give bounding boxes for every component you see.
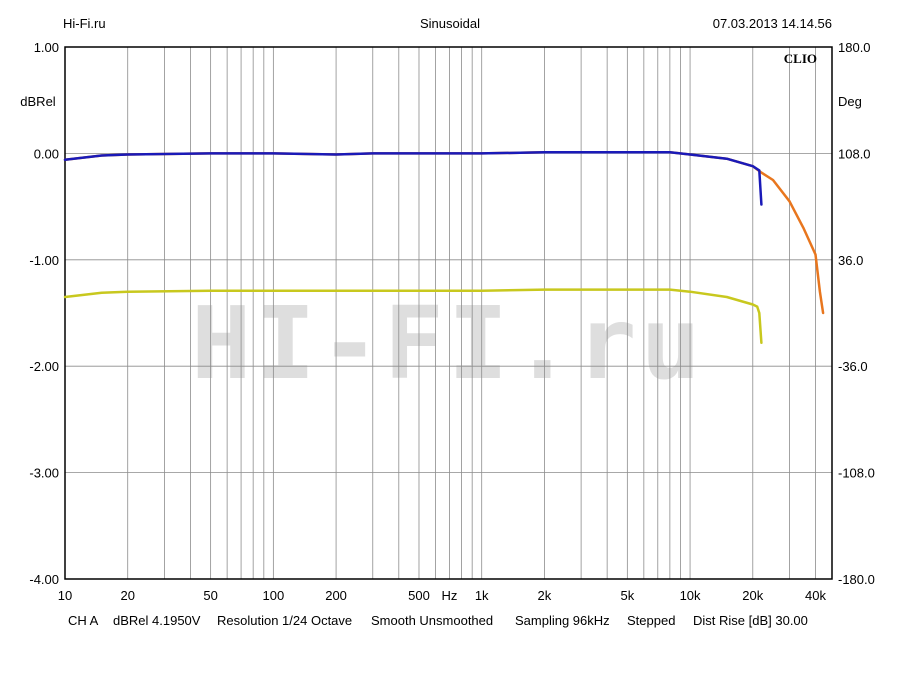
x-tick-label: 20k: [742, 588, 763, 603]
x-tick-label: 1k: [475, 588, 489, 603]
footer-resolution: Resolution 1/24 Octave: [217, 613, 352, 628]
y2-tick-label: 36.0: [838, 253, 863, 268]
x-tick-label: 20: [120, 588, 134, 603]
y2-tick-label: 108.0: [838, 146, 871, 161]
footer-level: dBRel 4.1950V: [113, 613, 201, 628]
y2-tick-label: -36.0: [838, 359, 868, 374]
footer-sampling: Sampling 96kHz: [515, 613, 610, 628]
header-timestamp: 07.03.2013 14.14.56: [713, 16, 832, 31]
y2-tick-label: -180.0: [838, 572, 875, 587]
y-tick-label: -4.00: [29, 572, 59, 587]
x-tick-label: 10k: [680, 588, 701, 603]
header-left: Hi-Fi.ru: [63, 16, 106, 31]
x-tick-label: 2k: [538, 588, 552, 603]
y2-tick-label: 180.0: [838, 40, 871, 55]
footer-smooth: Smooth Unsmoothed: [371, 613, 493, 628]
footer-channel: CH A: [68, 613, 99, 628]
x-unit-label: Hz: [441, 588, 457, 603]
y-tick-label: 1.00: [34, 40, 59, 55]
y-tick-label: 0.00: [34, 146, 59, 161]
x-tick-label: 40k: [805, 588, 826, 603]
y2-axis-label: Deg: [838, 94, 862, 109]
series-group: [63, 151, 825, 345]
header-title: Sinusoidal: [420, 16, 480, 31]
footer-dist-rise: Dist Rise [dB] 30.00: [693, 613, 808, 628]
clio-logo: CLIO: [784, 51, 817, 66]
x-tick-label: 100: [263, 588, 285, 603]
footer-mode: Stepped: [627, 613, 675, 628]
y2-tick-label: -108.0: [838, 466, 875, 481]
y-tick-label: -1.00: [29, 253, 59, 268]
y-tick-label: -3.00: [29, 466, 59, 481]
x-tick-label: 50: [203, 588, 217, 603]
footer: CH A dBRel 4.1950V Resolution 1/24 Octav…: [68, 613, 808, 628]
series-line-2: [63, 151, 763, 206]
y-tick-label: -2.00: [29, 359, 59, 374]
y-axis-label: dBRel: [20, 94, 56, 109]
x-tick-label: 500: [408, 588, 430, 603]
x-tick-label: 200: [325, 588, 347, 603]
plot-frame: [64, 46, 833, 580]
tick-labels: 10 20 50 100 200 500 1k 2k 5k 10k 20k 40k 1.00 0.00 -1…: [29, 40, 875, 603]
x-tick-label: 5k: [620, 588, 634, 603]
watermark: HI-FI.ru: [191, 285, 705, 402]
series-line-3: [63, 288, 763, 345]
x-tick-label: 10: [58, 588, 72, 603]
